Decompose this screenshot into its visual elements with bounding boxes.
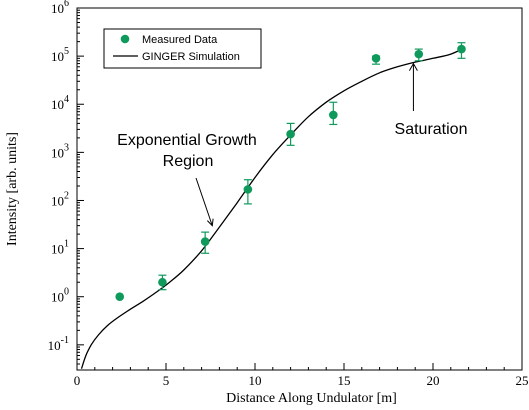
y-tick-label: 105	[51, 46, 69, 64]
x-tick-label: 15	[338, 373, 351, 388]
axes	[76, 7, 523, 371]
legend: Measured Data GINGER Simulation	[103, 28, 262, 69]
data-point	[200, 237, 210, 246]
annotation-saturation: Saturation	[395, 121, 468, 138]
ticks: 0 5 10 15 20 25 10-1 100 101 102 103 104 105 106	[48, 0, 529, 388]
x-tick-label: 10	[249, 373, 262, 388]
legend-marker-measured	[120, 34, 130, 44]
annotation-exponential-growth: Exponential Growth Region	[117, 132, 257, 170]
data-point	[286, 129, 295, 139]
x-axis-label: Distance Along Undulator [m]	[226, 391, 397, 406]
y-tick-label: 101	[51, 239, 69, 257]
y-tick-label: 106	[51, 0, 69, 16]
data-point	[115, 292, 125, 302]
series-layer	[80, 42, 466, 369]
y-tick-label: 10-1	[48, 335, 69, 353]
y-tick-label: 102	[51, 190, 69, 208]
legend-label-measured: Measured Data	[142, 34, 218, 46]
data-point	[329, 110, 338, 120]
annotations: Exponential Growth Region Saturation	[117, 62, 468, 227]
legend-label-simulation: GINGER Simulation	[142, 51, 240, 63]
plot-frame	[76, 7, 523, 371]
x-tick-label: 5	[163, 373, 170, 388]
y-tick-label: 100	[51, 287, 69, 305]
annotation-arrowhead	[207, 218, 214, 227]
y-axis-label: Intensity [arb. units]	[5, 132, 20, 246]
annotation-arrowhead	[408, 62, 418, 71]
simulation-line	[80, 47, 466, 369]
annotation-arrow	[195, 177, 213, 226]
data-point	[457, 44, 466, 54]
data-point	[158, 277, 167, 287]
data-point	[414, 49, 424, 59]
y-tick-label: 104	[51, 94, 69, 112]
legend-box	[103, 28, 262, 69]
x-tick-label: 25	[516, 373, 529, 388]
x-tick-label: 20	[427, 373, 440, 388]
x-tick-label: 0	[74, 373, 81, 388]
data-point	[371, 54, 381, 63]
data-point	[243, 185, 253, 194]
y-tick-label: 103	[51, 142, 69, 160]
